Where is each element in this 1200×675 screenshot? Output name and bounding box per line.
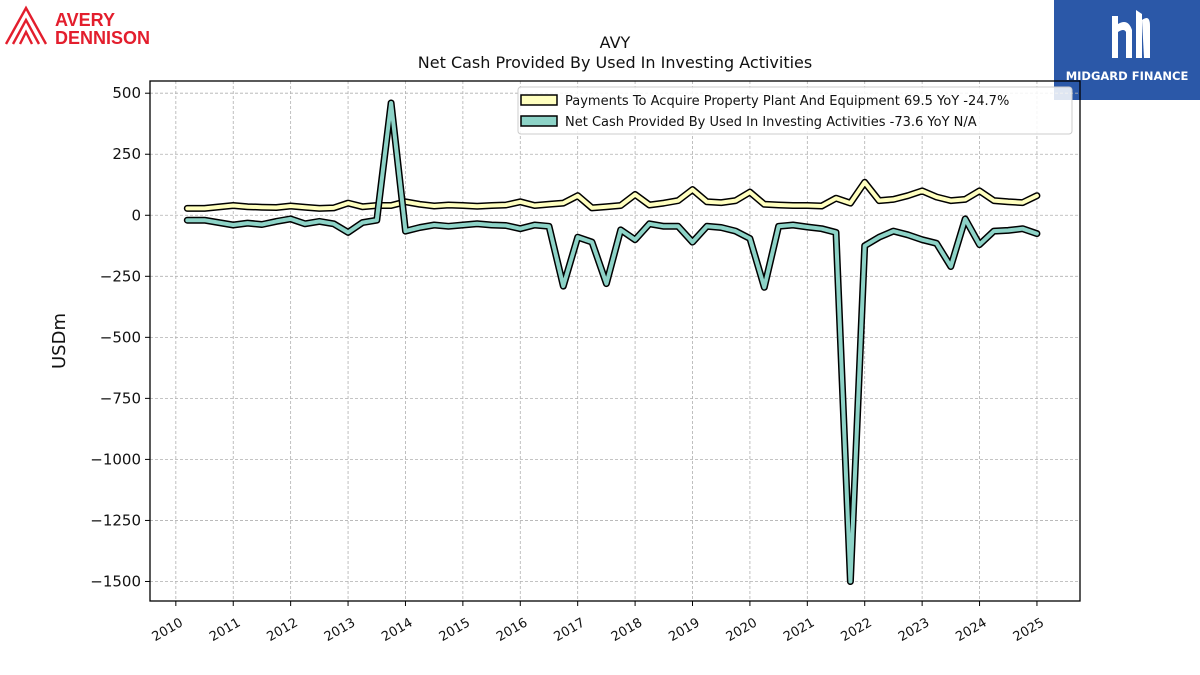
avery-dennison-logo-mark: AVERY DENNISON [4,5,150,48]
x-tick-label: 2018 [609,615,645,645]
x-tick-label: 2017 [552,615,588,645]
legend-swatch [520,115,558,127]
avery-dennison-logo-line2: DENNISON [55,28,150,48]
x-tick-label: 2020 [724,615,760,645]
series-1 [183,178,1041,212]
y-tick-label: −750 [100,389,141,407]
x-tick-label: 2014 [379,615,415,645]
y-tick-label: −1500 [90,572,141,590]
x-tick-label: 2015 [437,615,473,645]
x-tick-label: 2010 [150,615,186,645]
y-tick-label: 250 [112,145,141,163]
y-tick-label: −1250 [90,511,141,529]
legend-swatch [520,94,558,106]
avery-dennison-logo-line1: AVERY [55,10,115,30]
series-line [185,101,1039,584]
y-tick-label: 0 [131,206,141,224]
series-lines [183,99,1041,585]
x-tick-label: 2019 [666,615,702,645]
y-tick-label: −250 [100,267,141,285]
y-axis: 500 250 0 −250 −500 −750 −1000 −1250 −1500 [90,84,150,590]
series-2 [183,99,1041,585]
y-axis-label: USDm [49,313,70,369]
chart-subtitle: Net Cash Provided By Used In Investing A… [418,53,812,72]
x-tick-label: 2012 [264,615,300,645]
chart-title: AVY [600,33,631,52]
x-axis: 2010 2011 2012 2013 2014 2015 2016 2017 2018 2019… [150,601,1047,645]
legend: Payments To Acquire Property Plant And E… [517,86,1073,135]
legend-label: Payments To Acquire Property Plant And E… [565,94,1009,109]
series-line-outline [183,99,1041,585]
x-tick-label: 2024 [953,615,989,645]
series-line [185,180,1039,211]
x-tick-label: 2022 [839,615,875,645]
midgard-finance-logo-text: MIDGARD FINANCE [1066,69,1189,83]
x-tick-label: 2016 [494,615,530,645]
x-tick-label: 2023 [896,615,932,645]
y-tick-label: −1000 [90,450,141,468]
y-tick-label: 500 [112,84,141,102]
x-tick-label: 2021 [781,615,817,645]
x-tick-label: 2011 [207,615,243,645]
avery-dennison-logo: AVERY DENNISON [4,4,174,48]
x-tick-label: 2025 [1011,615,1047,645]
x-tick-label: 2013 [322,615,358,645]
legend-box [517,86,1073,135]
plot-frame [149,80,1081,602]
y-tick-label: −500 [100,328,141,346]
grid [150,81,1080,601]
midgard-finance-logo-mark: MIDGARD FINANCE [1066,10,1189,83]
midgard-finance-logo: MIDGARD FINANCE [1054,0,1200,100]
legend-label: Net Cash Provided By Used In Investing A… [565,115,977,130]
